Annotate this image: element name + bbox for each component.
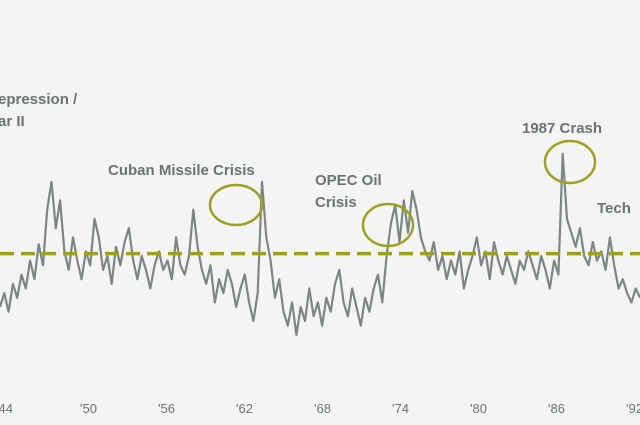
annotation-opec-line1: OPEC Oil bbox=[315, 172, 382, 189]
annotation-tech: Tech bbox=[597, 200, 631, 217]
circle-opec-oil-crisis bbox=[361, 202, 415, 248]
x-tick-label: '74 bbox=[392, 401, 409, 416]
annotation-opec-line2: Crisis bbox=[315, 194, 357, 211]
x-tick-label: '44 bbox=[0, 401, 13, 416]
annotation-cuban-missile-crisis: Cuban Missile Crisis bbox=[108, 162, 255, 179]
x-tick-label: '80 bbox=[470, 401, 487, 416]
circle-cuban-missile-crisis bbox=[208, 183, 264, 227]
series-line bbox=[0, 152, 640, 336]
x-tick-label: '68 bbox=[314, 401, 331, 416]
x-tick-label: '86 bbox=[548, 401, 565, 416]
annotation-depression-line2: ar II bbox=[0, 113, 25, 130]
annotation-depression-line1: epression / bbox=[0, 91, 78, 108]
x-tick-label: '56 bbox=[158, 401, 175, 416]
circle-1987-crash bbox=[543, 139, 597, 185]
x-tick-label: '92 bbox=[626, 401, 640, 416]
x-tick-label: '50 bbox=[80, 401, 97, 416]
x-tick-label: '62 bbox=[236, 401, 253, 416]
annotation-1987-crash: 1987 Crash bbox=[522, 120, 602, 137]
